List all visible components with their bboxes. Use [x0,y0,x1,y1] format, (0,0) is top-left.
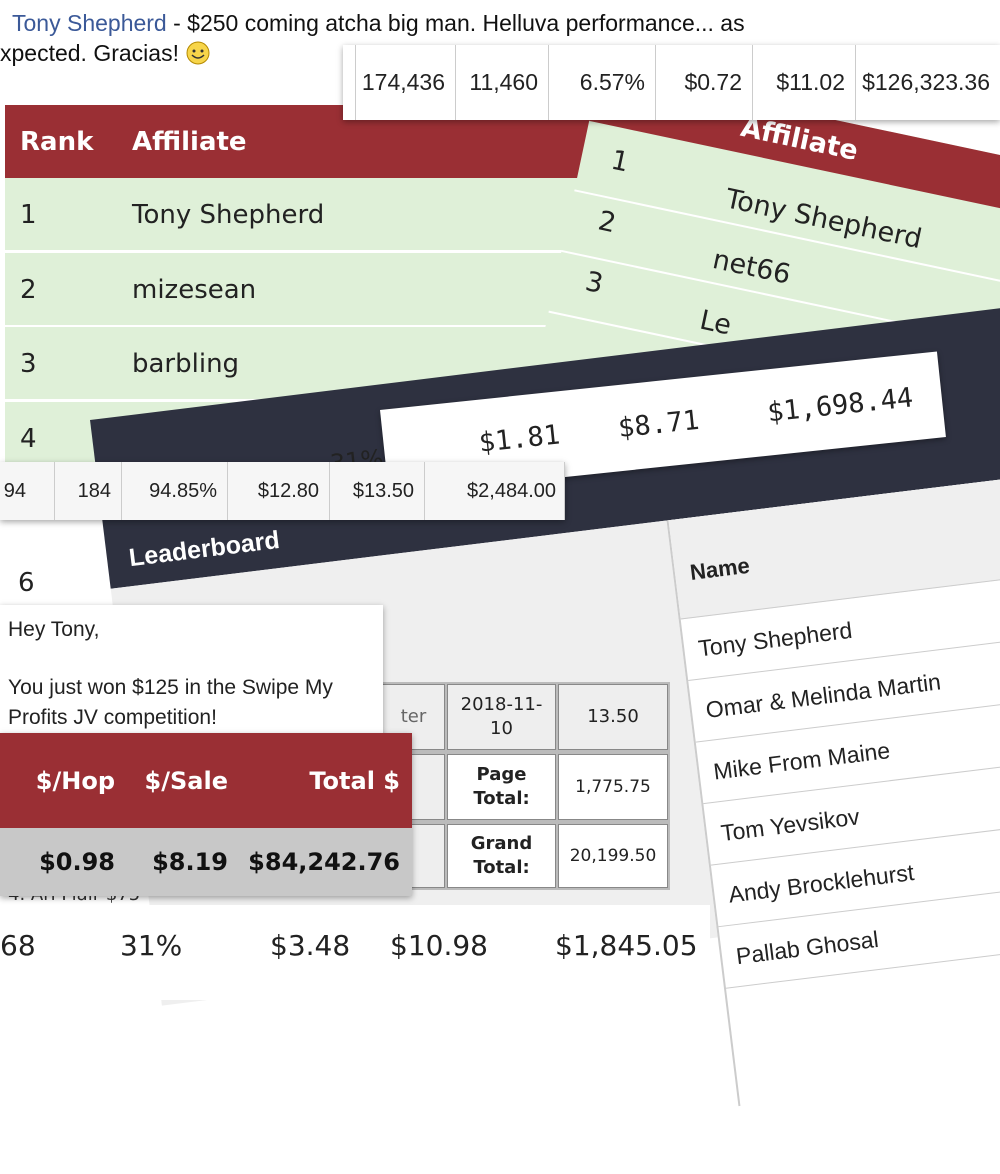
header-cell: Name [688,552,752,585]
stat-cell: $11.02 [752,45,855,120]
table-row: $0.98 $8.19 $84,242.76 [0,828,412,896]
earnings-cell: $0.98 [39,848,115,876]
rank-cell: 2 [595,204,619,239]
stat-cell: $1,698.44 [765,381,915,428]
comment-text: xpected. Gracias! [0,40,179,66]
stat-cell: 11,460 [455,45,548,120]
stat-cell: $3.48 [270,928,351,962]
header-cell: Total $ [309,766,400,795]
comment-author[interactable]: Tony Shepherd [12,10,167,36]
comment-line: xpected. Gracias! [0,40,211,67]
rank-cell: 2 [20,274,37,305]
earnings-table: $/Hop $/Sale Total $ $0.98 $8.19 $84,242.76 [0,733,412,896]
email: Hey Tony, You just won $125 in the Swipe… [0,605,383,745]
affiliate-cell: mizesean [132,274,257,305]
header-cell: Affiliate [132,126,247,157]
stat-cell: $0.72 [655,45,752,120]
earnings-cell: $84,242.76 [248,848,400,876]
rank-cell: 6 [18,568,35,598]
totals-cell: 13.50 [558,684,668,750]
smiley [186,41,210,65]
rank-cell: 1 [608,144,632,179]
email-greeting: Hey Tony, [8,618,100,641]
stats-row: 94 184 94.85% $12.80 $13.50 $2,484.00 [0,462,565,520]
stat-cell: $12.80 [228,462,330,520]
stat-cell: 94.85% [122,462,228,520]
leaderboard-title: Leaderboard [127,525,282,573]
name-column: Name Tony Shepherd Omar & Melinda Martin M… [666,466,1000,1107]
stat-cell: $13.50 [330,462,425,520]
rank-cell: 4 [20,423,37,454]
totals-cell: 20,199.50 [558,824,668,888]
table-header: $/Hop $/Sale Total $ [0,733,412,828]
email-message: You just won $125 in the Swipe My Profit… [8,676,333,729]
totals-label: Page Total: [447,754,556,820]
totals-cell: 2018-11-10 [447,684,556,750]
comment-line: Tony Shepherd - $250 coming atcha big ma… [12,10,745,37]
comment-text: - $250 coming atcha big man. Helluva per… [173,10,745,36]
header-cell: $/Hop [35,766,115,795]
totals-label: Grand Total: [447,824,556,888]
stat-cell: 184 [55,462,122,520]
table-row: 2 mizesean [5,252,615,327]
stat-cell: 68 [0,928,36,962]
stat-cell: 31% [120,928,183,962]
rank-cell: 3 [20,349,37,379]
totals-table: ter 2018-11-10 13.50 Page Total: 1,775.75 Gra… [380,682,670,890]
collage: { "comment": {"name": "Tony Shepherd", "… [0,0,1000,1107]
comment: Tony Shepherd - $250 coming atcha big ma… [0,0,1000,70]
earnings-cell: $8.19 [152,848,228,876]
stat-cell: $126,323.36 [855,45,1000,120]
header-cell: $/Sale [144,766,228,795]
stat-cell: $1,845.05 [555,928,698,962]
stat-cell: 174,436 [355,45,455,120]
rank-cell: 3 [582,265,606,300]
affiliate-cell: Tony Shepherd [132,200,325,230]
stat-cell: $8.71 [616,404,701,444]
table-header: Rank Affiliate [5,105,615,178]
stat-cell: $2,484.00 [425,462,565,520]
affiliate-cell: barbling [132,349,240,379]
totals-cell: 1,775.75 [558,754,668,820]
stat-cell: 94 [0,462,55,520]
stat-cell: $10.98 [390,928,488,962]
stat-cell: 6.57% [548,45,655,120]
table-row: 1 Tony Shepherd [5,178,615,252]
header-cell: Rank [20,126,94,157]
stats-row: 68 31% $3.48 $10.98 $1,845.05 [0,905,710,1000]
stats-row: 174,436 11,460 6.57% $0.72 $11.02 $126,323.36 [343,45,1000,120]
rank-cell: 1 [20,200,37,230]
